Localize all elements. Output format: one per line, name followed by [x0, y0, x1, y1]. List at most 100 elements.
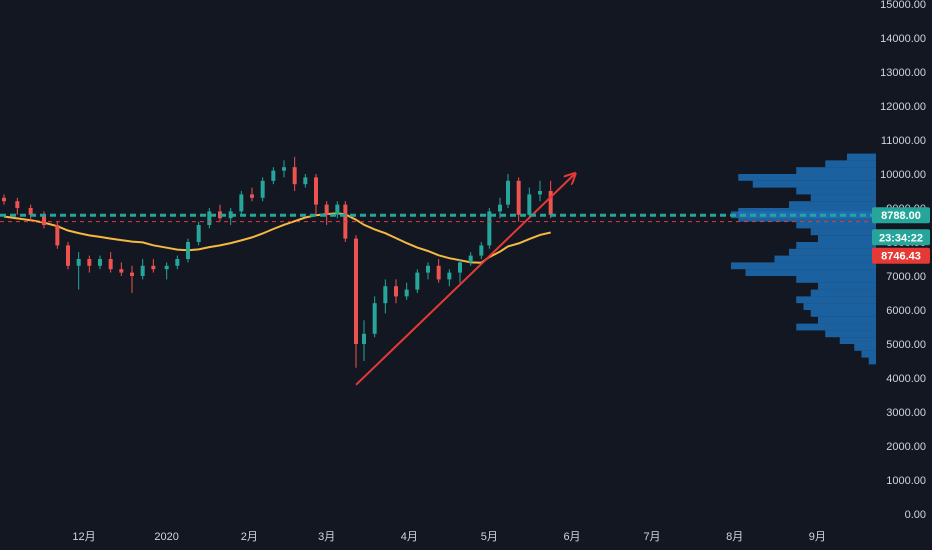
candle-body — [538, 191, 542, 195]
candle-body — [260, 180, 265, 198]
candle — [292, 157, 297, 191]
y-tick-label[interactable]: 1000.00 — [886, 475, 926, 487]
last-price-badge: 8788.00 — [872, 207, 930, 224]
y-axis[interactable]: 0.00 1000.00 2000.00 3000.00 4000.00 5000.00 6… — [880, 0, 926, 521]
volume-profile-bar — [796, 276, 876, 283]
volume-profile-bar — [796, 296, 876, 304]
candle-body — [468, 255, 473, 263]
candle-body — [87, 259, 92, 266]
countdown-badge: 23:34:22 — [872, 229, 930, 246]
candle — [87, 255, 92, 273]
candle-body — [55, 225, 60, 246]
candle — [447, 269, 452, 287]
volume-profile-bar — [731, 262, 876, 270]
y-tick-label[interactable]: 5000.00 — [886, 339, 926, 351]
candle-body — [447, 272, 452, 280]
candle-body — [186, 242, 190, 259]
candle-body — [303, 177, 308, 185]
candle — [362, 320, 366, 361]
candle-body — [140, 265, 145, 276]
volume-profile-bar — [796, 323, 876, 331]
y-tick-label[interactable]: 13000.00 — [880, 67, 926, 79]
candle-body — [76, 259, 81, 266]
x-axis[interactable]: 12月 2020 2月 3月 4月 5月 6月 7月 8月 9月 — [72, 531, 826, 543]
x-tick-label[interactable]: 8月 — [726, 531, 743, 543]
candle-body — [516, 180, 521, 215]
volume-profile-bar — [818, 282, 876, 290]
x-tick-label[interactable]: 12月 — [72, 531, 95, 543]
candle — [15, 197, 20, 215]
y-tick-label[interactable]: 12000.00 — [880, 101, 926, 113]
y-tick-label[interactable]: 3000.00 — [886, 407, 926, 419]
volume-profile-bar — [839, 337, 876, 344]
candle-body — [479, 245, 484, 256]
candle-body — [314, 177, 318, 205]
candle — [250, 187, 254, 202]
candle — [436, 259, 441, 283]
candle — [66, 242, 70, 270]
moving-average-line — [3, 212, 551, 264]
price-labels: 8788.00 23:34:22 8746.43 — [872, 207, 930, 264]
candle — [119, 262, 124, 276]
volume-profile-bar — [810, 310, 876, 317]
last-price-badge-bg — [872, 207, 930, 224]
trendline — [355, 174, 575, 386]
y-tick-label[interactable]: 2000.00 — [886, 441, 926, 453]
candle — [548, 180, 553, 219]
candle — [2, 194, 6, 205]
y-tick-label[interactable]: 4000.00 — [886, 373, 926, 385]
candle — [372, 296, 377, 338]
candle — [415, 269, 420, 293]
candle — [426, 262, 430, 280]
volume-profile-bar — [752, 180, 876, 188]
x-tick-label[interactable]: 9月 — [809, 531, 826, 543]
candle-body — [175, 259, 180, 266]
candle — [196, 221, 201, 246]
volume-profile-bar — [796, 187, 876, 195]
candle-body — [239, 194, 244, 212]
candle — [335, 201, 340, 219]
candle-body — [271, 170, 276, 181]
volume-profile-bar — [818, 316, 876, 324]
candle — [383, 279, 388, 314]
candle — [239, 191, 244, 215]
x-tick-label[interactable]: 6月 — [563, 531, 580, 543]
candle-body — [2, 197, 6, 202]
y-tick-label[interactable]: 6000.00 — [886, 305, 926, 317]
candle-body — [426, 265, 430, 273]
volume-profile-bar — [868, 357, 876, 365]
x-tick-label[interactable]: 5月 — [481, 531, 498, 543]
x-tick-label[interactable]: 4月 — [401, 531, 418, 543]
candle-body — [506, 180, 510, 205]
candle — [404, 282, 409, 300]
y-tick-label[interactable]: 15000.00 — [880, 0, 926, 11]
y-tick-label[interactable]: 14000.00 — [880, 33, 926, 45]
candle — [108, 252, 113, 273]
candle — [282, 160, 286, 178]
candle-body — [119, 269, 124, 273]
candle — [314, 174, 318, 215]
y-tick-label[interactable]: 10000.00 — [880, 169, 926, 181]
y-tick-label[interactable]: 11000.00 — [881, 135, 926, 147]
candle-body — [207, 211, 212, 225]
y-tick-label[interactable]: 0.00 — [905, 509, 926, 521]
candle — [76, 252, 81, 290]
volume-profile-bar — [796, 221, 876, 229]
candle — [164, 262, 169, 280]
y-tick-label[interactable]: 7000.00 — [886, 271, 926, 283]
candles-group — [2, 157, 553, 368]
candle-body — [250, 194, 254, 198]
candle — [303, 174, 308, 188]
candle — [527, 187, 532, 219]
x-tick-label[interactable]: 3月 — [318, 531, 335, 543]
candle — [98, 255, 102, 270]
x-tick-label[interactable]: 2020 — [154, 531, 178, 543]
countdown-badge-bg — [872, 229, 930, 246]
candle-body — [335, 204, 340, 215]
candle-body — [164, 265, 169, 270]
x-tick-label[interactable]: 7月 — [643, 531, 660, 543]
x-tick-label[interactable]: 2月 — [241, 531, 258, 543]
candle — [140, 259, 145, 280]
candle — [506, 174, 510, 208]
